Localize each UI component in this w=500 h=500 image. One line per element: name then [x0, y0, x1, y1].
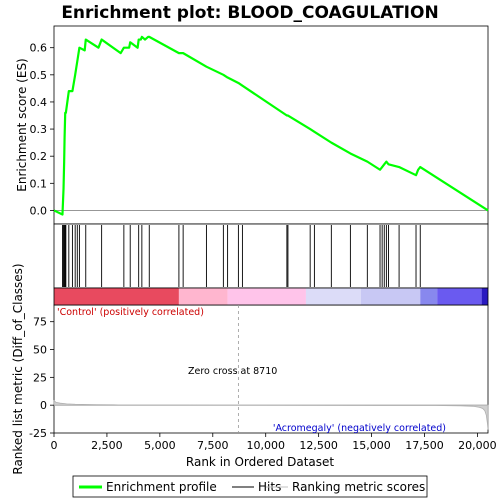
es-y-tick-label: 0.2	[30, 150, 48, 163]
rank-x-tick-label: 20,000	[458, 439, 497, 452]
es-y-tick-label: 0.3	[30, 123, 48, 136]
metric-panel-frame	[53, 304, 489, 434]
heatmap-segment	[437, 288, 482, 305]
es-layer	[53, 35, 489, 216]
es-y-tick-label: 0.1	[30, 177, 48, 190]
es-panel-frame	[53, 25, 489, 225]
hits-panel-frame	[53, 223, 489, 289]
heatmap-segment	[227, 288, 306, 305]
positive-class-label: 'Control' (positively correlated)	[57, 307, 204, 318]
heatmap-segment	[481, 288, 488, 305]
metric-y-tick-label: -25	[29, 427, 47, 440]
zero-cross-label: Zero cross at 8710	[188, 366, 277, 377]
metric-y-tick-label: 75	[33, 316, 47, 329]
rank-x-tick-label: 17,500	[405, 439, 444, 452]
es-y-tick-label: 0.0	[30, 204, 48, 217]
heatmap-frame	[53, 287, 489, 306]
negative-class-label: 'Acromegaly' (negatively correlated)	[273, 423, 446, 434]
metric-y-tick-label: 50	[33, 344, 47, 357]
rank-x-tick-label: 15,000	[352, 439, 391, 452]
chart-title: Enrichment plot: BLOOD_COAGULATION	[61, 3, 438, 23]
rank-x-tick-label: 10,000	[246, 439, 285, 452]
axes-layer: 0.0 0.1 0.2 0.3 0.4 0.5 0.6 -25 0 25 50 75 0 2,500 5,0…	[29, 42, 497, 452]
heatmap-segment	[54, 288, 179, 305]
rank-x-tick-label: 7,500	[197, 439, 229, 452]
rank-axis-label: Rank in Ordered Dataset	[186, 455, 334, 469]
heatmap-segment	[420, 288, 438, 305]
ranking-heatmap	[53, 287, 489, 306]
es-y-tick-label: 0.6	[30, 42, 48, 55]
enrichment-profile-line	[53, 35, 489, 216]
heatmap-segment	[360, 288, 421, 305]
rank-x-tick-label: 5,000	[144, 439, 176, 452]
metric-y-tick-label: 25	[33, 371, 47, 384]
rank-x-tick-label: 12,500	[299, 439, 338, 452]
metric-y-tick-label: 0	[40, 399, 47, 412]
rank-x-tick-label: 0	[51, 439, 58, 452]
hits-layer	[62, 225, 421, 287]
legend-label-enrichment: Enrichment profile	[106, 480, 217, 494]
ranking-metric-area	[53, 399, 489, 430]
heatmap-segment	[305, 288, 361, 305]
metric-axis-label: Ranked list metric (Diff_of_Classes)	[11, 263, 25, 474]
es-axis-label: Enrichment score (ES)	[15, 58, 29, 191]
heatmap-segment	[178, 288, 228, 305]
es-y-tick-label: 0.5	[30, 69, 48, 82]
legend-label-ranking: Ranking metric scores	[292, 480, 425, 494]
metric-layer	[53, 305, 489, 433]
rank-x-tick-label: 2,500	[91, 439, 123, 452]
es-y-tick-label: 0.4	[30, 96, 48, 109]
